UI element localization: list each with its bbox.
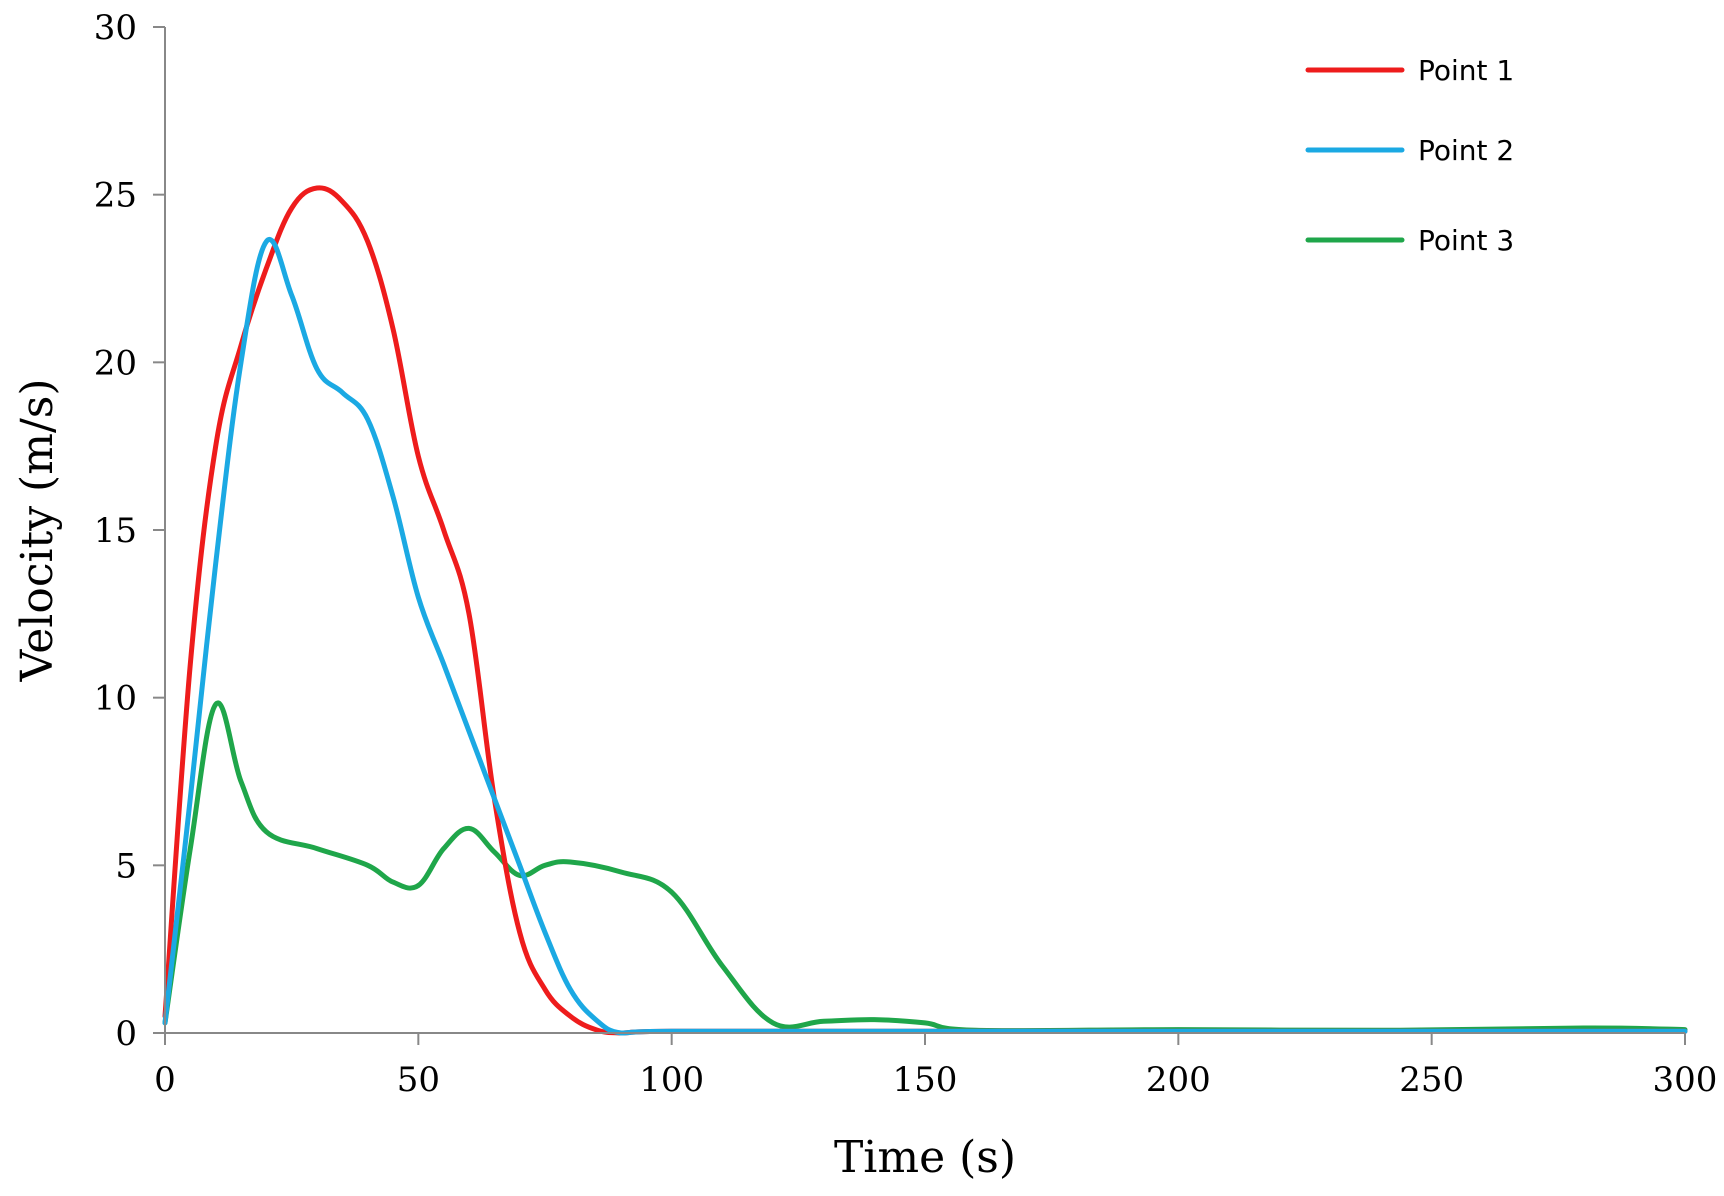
y-axis-title: Velocity (m/s)	[12, 378, 63, 682]
legend: Point 1 Point 2 Point 3	[1305, 54, 1514, 257]
series-line-point-3	[162, 700, 1688, 1034]
y-tick-label: 30	[94, 8, 137, 48]
y-tick-label: 5	[115, 846, 137, 886]
y-tick-label: 25	[94, 176, 137, 216]
tick-group: 0 50 100 150 200 250 300 0 5 10 15 20 25 30	[94, 8, 1718, 1100]
y-tick-label: 15	[94, 511, 137, 551]
plot-lines	[162, 185, 1688, 1036]
legend-label: Point 1	[1418, 54, 1514, 87]
x-tick-label: 300	[1653, 1060, 1718, 1100]
series-line-point-1	[162, 185, 1688, 1036]
x-tick-label: 100	[639, 1060, 704, 1100]
x-tick-label: 200	[1146, 1060, 1211, 1100]
x-tick-label: 0	[154, 1060, 176, 1100]
x-tick-label: 250	[1399, 1060, 1464, 1100]
y-tick-label: 0	[115, 1014, 137, 1054]
y-tick-label: 10	[94, 679, 137, 719]
legend-label: Point 3	[1418, 224, 1514, 257]
series-line-point-2	[162, 237, 1688, 1036]
x-tick-label: 50	[397, 1060, 440, 1100]
x-tick-label: 150	[893, 1060, 958, 1100]
legend-label: Point 2	[1418, 134, 1514, 167]
y-tick-label: 20	[94, 343, 137, 383]
x-axis-title: Time (s)	[834, 1132, 1016, 1183]
